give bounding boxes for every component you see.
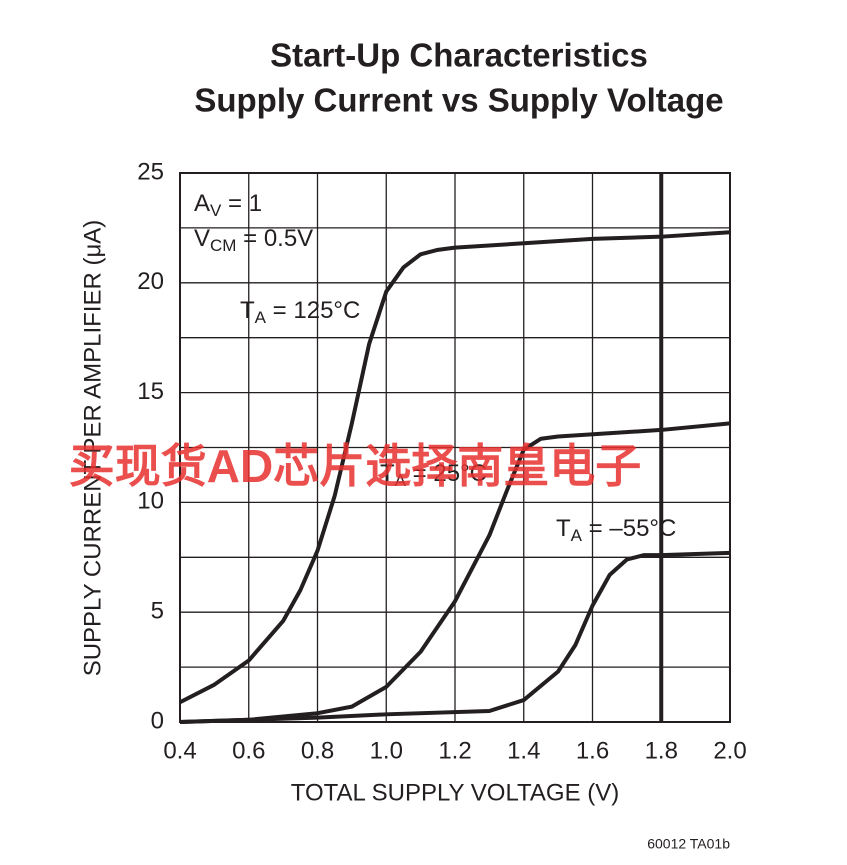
footer: 60012 TA01b	[647, 836, 730, 852]
y-tick-label: 5	[151, 598, 164, 625]
x-tick-label: 1.4	[507, 737, 540, 764]
y-tick-label: 0	[151, 707, 164, 734]
x-tick-label: 0.4	[163, 737, 196, 764]
annotation-main: V	[194, 225, 210, 252]
annotation-sub: CM	[210, 236, 236, 255]
y-tick-label: 10	[137, 488, 164, 515]
y-tick-label: 20	[137, 268, 164, 295]
series-label-main: T	[240, 297, 255, 324]
x-tick-label: 0.8	[301, 737, 334, 764]
series-label: TA = 25°C	[380, 460, 487, 490]
annotation-sub: V	[210, 201, 222, 220]
series-label-rest: = 25°C	[406, 460, 487, 487]
series-label-rest: = –55°C	[582, 515, 676, 542]
chart-title: Start-Up Characteristics	[270, 37, 648, 74]
series-label-main: T	[556, 515, 571, 542]
x-tick-label: 1.2	[438, 737, 471, 764]
x-tick-label: 2.0	[713, 737, 746, 764]
plot-frame	[179, 172, 731, 723]
annotation: AV = 1	[194, 190, 262, 220]
annotation-main: A	[194, 190, 210, 217]
series-label-sub: A	[255, 308, 267, 327]
y-tick-label: 25	[137, 158, 164, 185]
annotation-rest: = 0.5V	[236, 225, 313, 252]
series-label: TA = 125°C	[240, 297, 360, 327]
y-tick-label: 15	[137, 378, 164, 405]
series-line	[179, 421, 731, 724]
y-axis-label: SUPPLY CURRENT PER AMPLIFIER (μA)	[79, 220, 106, 677]
annotation: VCM = 0.5V	[194, 225, 313, 255]
series-label-sub: A	[395, 471, 407, 490]
x-tick-label: 1.0	[370, 737, 403, 764]
chart-subtitle: Supply Current vs Supply Voltage	[194, 82, 723, 119]
series-label-rest: = 125°C	[266, 297, 360, 324]
annotation-rest: = 1	[221, 190, 262, 217]
watermark: 买现货AD芯片选择南皇电子	[69, 440, 641, 492]
series-line	[179, 550, 731, 724]
series-label: TA = –55°C	[556, 515, 676, 545]
x-tick-label: 1.6	[576, 737, 609, 764]
x-axis-label: TOTAL SUPPLY VOLTAGE (V)	[291, 779, 620, 806]
series-label-main: T	[380, 460, 395, 487]
x-tick-label: 1.8	[645, 737, 678, 764]
x-tick-label: 0.6	[232, 737, 265, 764]
series-label-sub: A	[571, 526, 583, 545]
series-line	[179, 230, 731, 705]
